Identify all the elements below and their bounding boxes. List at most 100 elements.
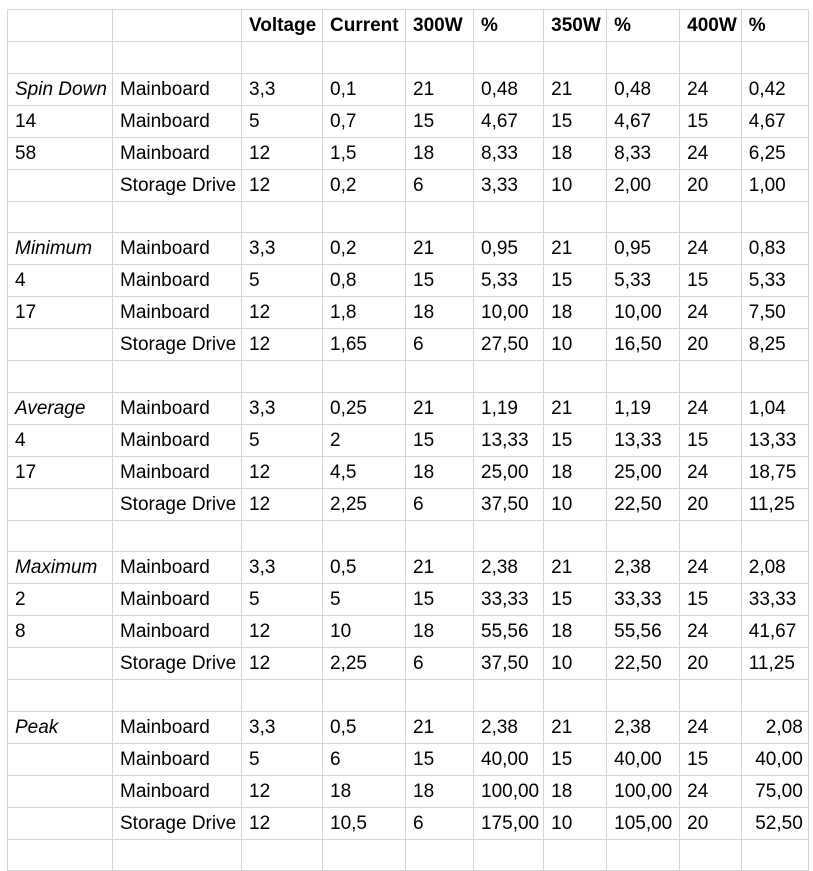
table-cell: 5,33 xyxy=(606,264,681,297)
table-cell: 24 xyxy=(679,296,742,329)
table-cell: Mainboard xyxy=(112,72,242,106)
table-cell xyxy=(241,519,323,552)
table-cell: Spin Down xyxy=(7,72,113,106)
table-body: Voltage Current 300W% 350W% 400W% Spin Down Ma… xyxy=(7,9,809,871)
table-cell: 15 xyxy=(679,742,742,776)
table-cell: 15 xyxy=(679,583,742,616)
table-cell xyxy=(405,360,474,393)
table-cell xyxy=(606,679,681,712)
table-cell: 22,50 xyxy=(606,487,681,521)
table-cell: 2 xyxy=(7,583,113,616)
table-cell: 24 xyxy=(679,391,742,425)
table-cell: 8,25 xyxy=(740,328,809,361)
table-cell: 21 xyxy=(405,710,474,744)
table-cell: 20 xyxy=(679,647,742,680)
table-cell: 13,33 xyxy=(740,423,809,457)
table-cell: 10 xyxy=(322,615,406,648)
table-cell: 11,25 xyxy=(740,647,809,680)
table-cell xyxy=(112,200,242,233)
table-cell: 15 xyxy=(405,583,474,616)
table-cell: 4,5 xyxy=(322,455,406,489)
table-cell: 33,33 xyxy=(472,583,545,616)
table-cell: 40,00 xyxy=(740,742,809,776)
table-cell: 4,67 xyxy=(472,104,545,138)
table-cell: 6 xyxy=(405,487,474,521)
table-cell xyxy=(322,838,406,871)
table-cell xyxy=(241,200,323,233)
table-cell: 24 xyxy=(679,710,742,744)
table-cell: 18 xyxy=(543,136,608,170)
table-cell xyxy=(7,487,113,521)
table-cell: 1,8 xyxy=(322,296,406,329)
table-cell xyxy=(472,679,545,712)
table-cell xyxy=(322,360,406,393)
table-cell xyxy=(543,41,608,74)
table-cell: 4 xyxy=(7,423,113,457)
table-cell: 6 xyxy=(322,742,406,776)
table-cell: Average xyxy=(7,391,113,425)
table-cell: 2,08 xyxy=(740,551,809,584)
table-row: 17 Mainboard 12 4,5 18 25,00 18 25,00 24 18,75 xyxy=(7,455,809,489)
table-cell: 18 xyxy=(322,774,406,808)
table-cell: Storage Drive xyxy=(112,806,242,840)
table-cell xyxy=(740,679,809,712)
empty-row xyxy=(7,679,809,712)
table-cell: 12 xyxy=(241,455,323,489)
table-cell xyxy=(606,200,681,233)
table-cell xyxy=(679,41,742,74)
table-cell: 0,48 xyxy=(472,72,545,106)
table-cell: 10,00 xyxy=(606,296,681,329)
table-cell: 24 xyxy=(679,455,742,489)
table-cell: 5 xyxy=(241,264,323,297)
column-header: % xyxy=(740,9,809,42)
table-cell: 0,2 xyxy=(322,168,406,202)
table-cell: Storage Drive xyxy=(112,487,242,521)
table-cell: 15 xyxy=(679,264,742,297)
table-cell: 15 xyxy=(679,423,742,457)
table-cell: 15 xyxy=(543,264,608,297)
table-cell: 12 xyxy=(241,328,323,361)
table-cell xyxy=(241,838,323,871)
column-header: 350W xyxy=(543,9,608,42)
table-cell: 18 xyxy=(405,774,474,808)
table-cell xyxy=(679,519,742,552)
table-cell: 12 xyxy=(241,647,323,680)
table-cell: 105,00 xyxy=(606,806,681,840)
table-cell: 10,5 xyxy=(322,806,406,840)
table-cell: 3,3 xyxy=(241,551,323,584)
table-cell: Mainboard xyxy=(112,296,242,329)
table-row: Mainboard 5 6 15 40,00 15 40,00 15 40,00 xyxy=(7,742,809,776)
column-header: Voltage xyxy=(241,9,323,42)
table-cell: 5 xyxy=(241,104,323,138)
table-cell: 10,00 xyxy=(472,296,545,329)
table-cell: 13,33 xyxy=(606,423,681,457)
table-cell xyxy=(740,41,809,74)
table-cell: 20 xyxy=(679,328,742,361)
table-cell xyxy=(7,679,113,712)
table-cell xyxy=(112,41,242,74)
table-row: Storage Drive 12 2,25 6 37,50 10 22,50 20 11,25 xyxy=(7,487,809,521)
table-cell: 17 xyxy=(7,455,113,489)
table-cell xyxy=(7,41,113,74)
table-cell: 8 xyxy=(7,615,113,648)
table-cell: 2,38 xyxy=(606,551,681,584)
table-cell: 15 xyxy=(543,742,608,776)
table-cell xyxy=(740,360,809,393)
table-cell: 15 xyxy=(543,583,608,616)
table-cell: 41,67 xyxy=(740,615,809,648)
table-cell: 0,1 xyxy=(322,72,406,106)
table-cell: Mainboard xyxy=(112,391,242,425)
table-cell: 58 xyxy=(7,136,113,170)
empty-row xyxy=(7,200,809,233)
table-cell: 15 xyxy=(543,104,608,138)
table-cell: 0,5 xyxy=(322,710,406,744)
table-cell xyxy=(322,679,406,712)
table-cell: Mainboard xyxy=(112,615,242,648)
table-cell: 25,00 xyxy=(606,455,681,489)
table-cell xyxy=(322,200,406,233)
table-cell: 0,8 xyxy=(322,264,406,297)
table-cell: 2,25 xyxy=(322,647,406,680)
table-cell: 15 xyxy=(405,423,474,457)
table-cell: Peak xyxy=(7,710,113,744)
table-cell: 18 xyxy=(543,615,608,648)
